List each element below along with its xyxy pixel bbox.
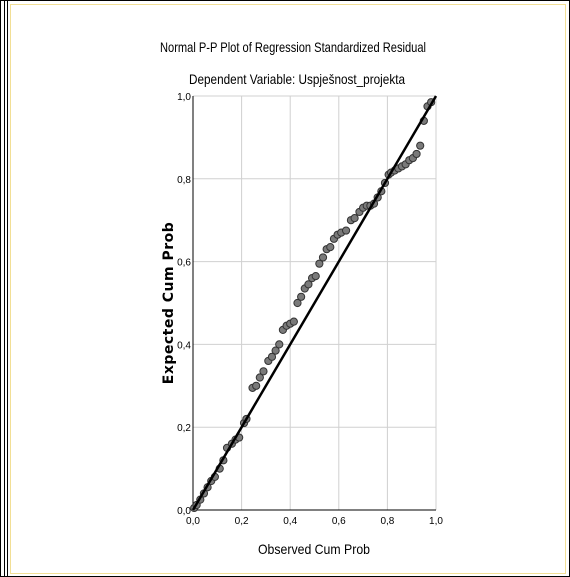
x-axis-label: Observed Cum Prob	[258, 541, 370, 557]
x-tick-label: 0,6	[332, 516, 346, 527]
x-tick-label: 0,4	[283, 516, 297, 527]
data-point	[315, 259, 324, 268]
data-point	[271, 346, 280, 355]
y-tick-label: 1,0	[177, 92, 191, 103]
data-point	[341, 226, 351, 235]
left-double-rule-inner	[7, 0, 8, 577]
y-tick-label: 0,8	[177, 175, 191, 186]
x-tick-label: 0,2	[235, 516, 249, 527]
data-point	[318, 253, 328, 262]
data-point	[275, 340, 284, 349]
data-point	[416, 141, 425, 150]
data-point	[297, 292, 306, 301]
x-tick-label: 0,8	[380, 516, 394, 527]
chart-title: Normal P-P Plot of Regression Standardiz…	[160, 39, 426, 55]
data-point	[350, 214, 359, 223]
y-tick-label: 0,2	[177, 423, 191, 434]
data-point	[412, 149, 421, 159]
data-point	[267, 352, 277, 361]
chart-panel: Normal P-P Plot of Regression Standardiz…	[10, 4, 566, 574]
pp-plot-chart: Normal P-P Plot of Regression Standardiz…	[160, 39, 443, 557]
data-point	[259, 367, 268, 376]
x-tick-label: 1,0	[429, 516, 443, 527]
y-tick-label: 0,6	[177, 258, 191, 269]
data-point	[293, 298, 302, 308]
grid-lines	[193, 95, 437, 510]
x-tick-labels: 0,0 0,2 0,4 0,6 0,8 1,0	[186, 516, 443, 527]
data-point	[289, 317, 298, 326]
chart-subtitle: Dependent Variable: Uspješnost_projekta	[189, 71, 405, 87]
data-point	[252, 381, 261, 390]
data-point	[304, 280, 313, 289]
y-axis-label: Expected Cum Prob	[161, 222, 177, 385]
data-point	[311, 271, 320, 281]
y-tick-label: 0,0	[177, 506, 191, 517]
left-double-rule-outer	[4, 0, 5, 577]
plot-frame	[192, 96, 436, 511]
x-tick-label: 0,0	[186, 516, 200, 527]
y-tick-labels: 0,0 0,2 0,4 0,6 0,8 1,0	[177, 92, 191, 517]
data-point	[255, 373, 264, 382]
y-tick-label: 0,4	[177, 340, 191, 351]
data-point	[326, 243, 335, 252]
reference-line	[191, 95, 438, 511]
